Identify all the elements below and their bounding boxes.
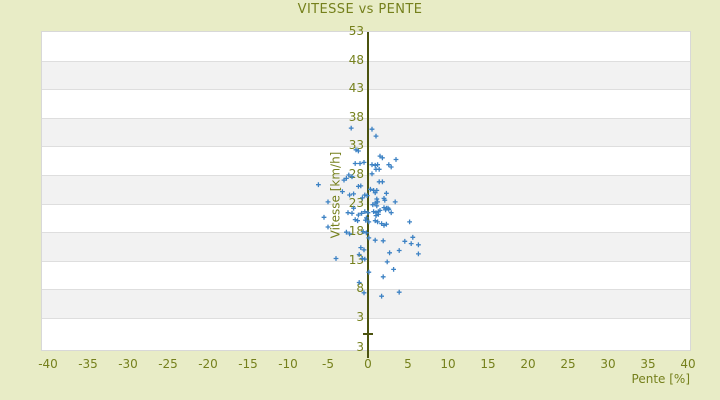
plot-band — [42, 146, 690, 175]
y-tick-label: 8 — [356, 281, 364, 296]
x-tick-label: 25 — [560, 357, 576, 371]
x-tick-label: 40 — [680, 357, 696, 371]
gridline — [42, 260, 690, 262]
gridline — [42, 289, 690, 291]
y-axis-bottom-label: 3 — [356, 340, 364, 354]
x-tick-label: -10 — [278, 357, 298, 371]
x-tick-label: 15 — [480, 357, 496, 371]
x-tick-label: 20 — [520, 357, 536, 371]
plot-band — [42, 60, 690, 90]
gridline — [42, 89, 690, 91]
zero-axis-line — [367, 32, 369, 358]
y-tick-label: 18 — [348, 224, 364, 239]
x-tick-label: -5 — [322, 357, 334, 371]
gridline — [42, 317, 690, 319]
plot-band — [42, 174, 690, 204]
plot-band — [42, 32, 690, 61]
x-tick-label: -25 — [158, 357, 178, 371]
x-tick-label: -40 — [38, 357, 58, 371]
x-tick-label: -15 — [238, 357, 258, 371]
gridline — [42, 232, 690, 234]
x-tick-label: 35 — [640, 357, 656, 371]
plot-band — [42, 89, 690, 118]
gridline — [42, 203, 690, 205]
x-tick-label: -30 — [118, 357, 138, 371]
y-tick-label: 13 — [348, 252, 364, 267]
y-tick-label: 3 — [356, 309, 364, 324]
plot-band — [42, 261, 690, 290]
gridline — [42, 60, 690, 62]
plot-band — [42, 232, 690, 261]
y-tick-label: 48 — [348, 52, 364, 67]
y-tick-label: 43 — [348, 81, 364, 96]
x-axis-title: Pente [%] — [631, 372, 690, 386]
chart-title: VITESSE vs PENTE — [297, 2, 423, 17]
x-tick-label: 10 — [440, 357, 456, 371]
plot-band — [42, 204, 690, 233]
plot-band — [42, 289, 690, 318]
zero-axis-tick — [363, 333, 373, 335]
y-tick-label: 53 — [348, 24, 364, 38]
plot-band — [42, 117, 690, 147]
gridline — [42, 146, 690, 148]
x-tick-label: 0 — [364, 357, 372, 371]
y-tick-label: 38 — [348, 109, 364, 124]
gridline — [42, 174, 690, 176]
x-tick-label: 30 — [600, 357, 616, 371]
x-tick-label: 5 — [404, 357, 412, 371]
gridline — [42, 117, 690, 119]
x-tick-label: -20 — [198, 357, 218, 371]
plot-area — [41, 31, 691, 351]
x-tick-label: -35 — [78, 357, 98, 371]
y-axis-title: Vitesse [km/h] — [328, 151, 343, 239]
